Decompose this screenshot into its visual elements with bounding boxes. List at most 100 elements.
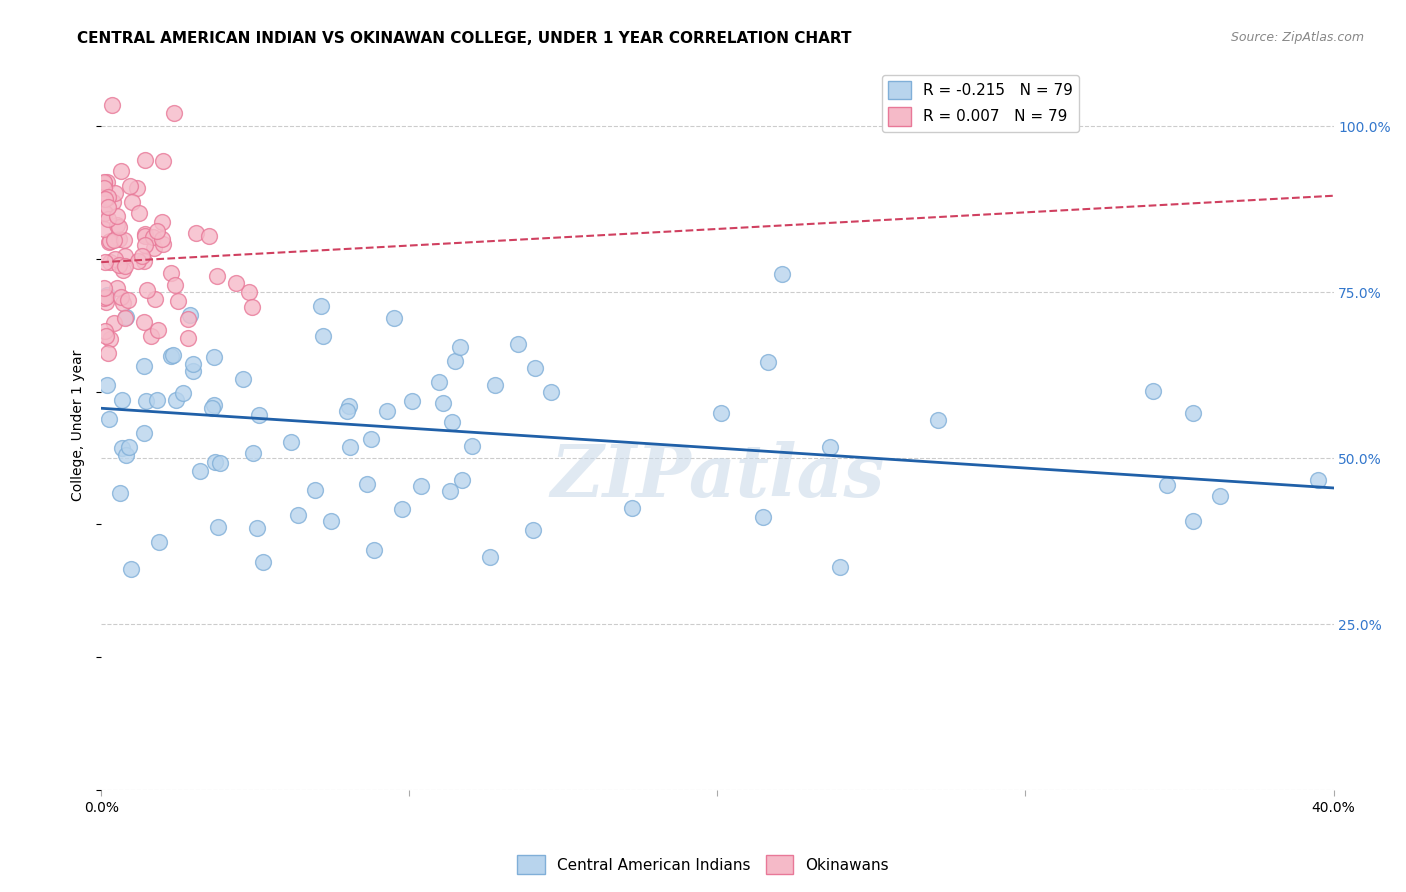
Point	[240, 301, 263, 315]
Point	[111, 441, 134, 455]
Point	[391, 502, 413, 516]
Point	[238, 285, 260, 300]
Point	[107, 218, 129, 232]
Point	[620, 501, 643, 516]
Point	[93, 206, 115, 220]
Point	[121, 195, 143, 210]
Point	[107, 258, 129, 272]
Point	[152, 236, 174, 251]
Point	[118, 179, 141, 194]
Point	[360, 432, 382, 446]
Point	[96, 287, 118, 301]
Point	[97, 190, 120, 204]
Point	[125, 181, 148, 195]
Point	[94, 290, 117, 304]
Point	[280, 435, 302, 450]
Point	[148, 535, 170, 549]
Point	[522, 524, 544, 538]
Point	[337, 399, 360, 413]
Point	[756, 355, 779, 369]
Point	[232, 372, 254, 386]
Point	[143, 241, 166, 255]
Point	[94, 294, 117, 309]
Point	[162, 348, 184, 362]
Point	[1182, 406, 1205, 420]
Point	[336, 404, 359, 418]
Point	[112, 295, 135, 310]
Point	[141, 329, 163, 343]
Point	[444, 354, 467, 368]
Point	[167, 294, 190, 309]
Point	[110, 164, 132, 178]
Point	[449, 340, 471, 354]
Point	[828, 559, 851, 574]
Point	[94, 329, 117, 343]
Point	[197, 228, 219, 243]
Point	[134, 153, 156, 167]
Point	[96, 175, 118, 189]
Point	[93, 291, 115, 305]
Point	[105, 281, 128, 295]
Point	[97, 200, 120, 214]
Point	[1209, 489, 1232, 503]
Point	[114, 249, 136, 263]
Point	[128, 206, 150, 220]
Point	[117, 293, 139, 307]
Point	[115, 310, 138, 325]
Point	[132, 425, 155, 440]
Point	[103, 195, 125, 210]
Point	[523, 360, 546, 375]
Text: Source: ZipAtlas.com: Source: ZipAtlas.com	[1230, 31, 1364, 45]
Point	[1181, 514, 1204, 528]
Point	[97, 211, 120, 226]
Point	[111, 392, 134, 407]
Point	[103, 316, 125, 330]
Point	[98, 234, 121, 248]
Text: CENTRAL AMERICAN INDIAN VS OKINAWAN COLLEGE, UNDER 1 YEAR CORRELATION CHART: CENTRAL AMERICAN INDIAN VS OKINAWAN COLL…	[77, 31, 852, 46]
Point	[100, 97, 122, 112]
Point	[201, 401, 224, 415]
Point	[375, 404, 398, 418]
Point	[304, 483, 326, 497]
Point	[104, 186, 127, 200]
Point	[104, 252, 127, 266]
Point	[172, 385, 194, 400]
Point	[165, 392, 187, 407]
Point	[134, 238, 156, 252]
Point	[441, 416, 464, 430]
Point	[145, 224, 167, 238]
Point	[204, 455, 226, 469]
Point	[135, 394, 157, 409]
Point	[287, 508, 309, 523]
Point	[820, 440, 842, 454]
Point	[363, 543, 385, 558]
Point	[118, 440, 141, 454]
Point	[146, 392, 169, 407]
Point	[93, 222, 115, 236]
Point	[411, 479, 433, 493]
Point	[202, 398, 225, 412]
Point	[1306, 473, 1329, 487]
Point	[93, 175, 115, 189]
Point	[152, 153, 174, 168]
Point	[163, 277, 186, 292]
Point	[160, 266, 183, 280]
Point	[148, 323, 170, 337]
Point	[439, 484, 461, 499]
Point	[98, 235, 121, 249]
Point	[93, 206, 115, 220]
Point	[181, 357, 204, 371]
Point	[105, 209, 128, 223]
Point	[150, 232, 173, 246]
Point	[143, 293, 166, 307]
Y-axis label: College, Under 1 year: College, Under 1 year	[72, 349, 86, 500]
Point	[110, 290, 132, 304]
Point	[252, 555, 274, 569]
Point	[98, 255, 121, 269]
Point	[177, 331, 200, 345]
Point	[1156, 477, 1178, 491]
Point	[127, 254, 149, 268]
Point	[176, 312, 198, 326]
Point	[484, 377, 506, 392]
Point	[246, 520, 269, 534]
